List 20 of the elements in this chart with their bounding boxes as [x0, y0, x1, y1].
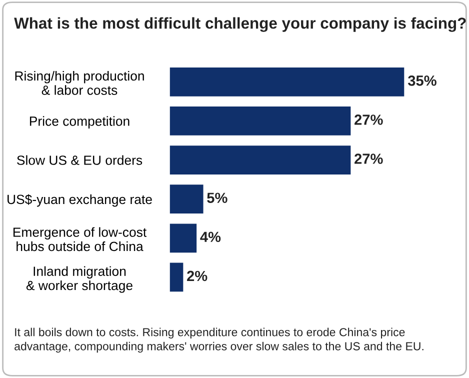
- bar: [170, 106, 351, 136]
- y-tick-label: Emergence of low-cost hubs outside of China: [13, 227, 147, 252]
- y-tick-label: Slow US & EU orders: [17, 155, 142, 165]
- data-label: 27%: [354, 114, 383, 125]
- data-label: 5%: [207, 192, 228, 203]
- bar: [170, 67, 404, 96]
- y-tick-label: Rising/high production & labor costs: [15, 70, 144, 95]
- bar: [170, 224, 197, 253]
- y-tick-label: Inland migration & worker shortage: [26, 266, 132, 293]
- bar: [170, 184, 204, 214]
- data-label: 4%: [200, 232, 221, 242]
- y-tick-label: US$-yuan exchange rate: [8, 194, 152, 207]
- data-label: 2%: [187, 270, 208, 282]
- chart-title: What is the most difficult challenge your company is facing?: [14, 17, 466, 32]
- text: It all boils down to costs. Rising expenditure continues to erode China's price advantage, compounding makers' worries over slow sales to the US and the EU.: [14, 328, 424, 353]
- data-label: 27%: [354, 154, 383, 164]
- bar: [170, 262, 184, 292]
- y-tick-label: Price competition: [30, 116, 130, 128]
- data-label: 35%: [408, 75, 436, 86]
- bar: [170, 146, 351, 174]
